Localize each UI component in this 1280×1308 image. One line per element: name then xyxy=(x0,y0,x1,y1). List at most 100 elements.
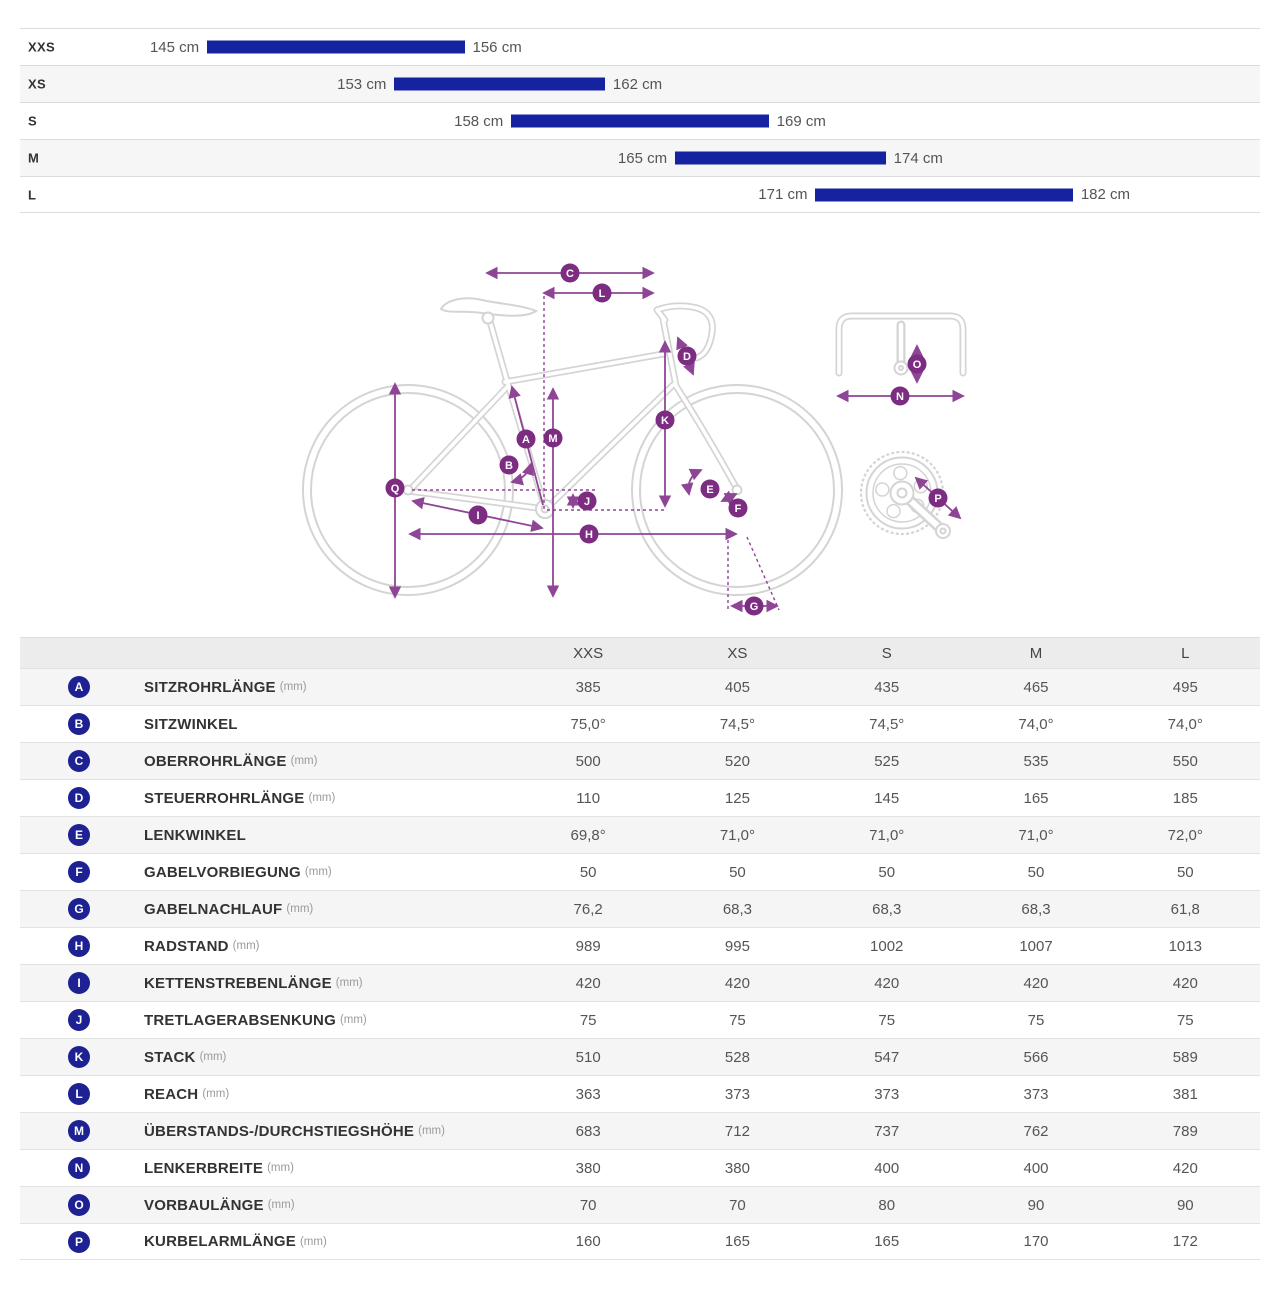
measure-letter-badge: G xyxy=(68,898,90,920)
max-height-label: 162 cm xyxy=(612,75,663,93)
diagram-badge-n: N xyxy=(890,386,910,406)
geometry-value: 373 xyxy=(1023,1085,1049,1103)
measure-name: GABELNACHLAUF xyxy=(144,900,283,918)
diagram-badge-b: B xyxy=(499,455,519,475)
geometry-value: 185 xyxy=(1172,789,1198,807)
size-column-header: M xyxy=(1029,644,1043,662)
frame-size-label: M xyxy=(28,150,40,166)
measure-letter-badge: I xyxy=(68,972,90,994)
dimension-lines xyxy=(388,266,965,613)
bottom-bracket xyxy=(535,499,555,519)
diagram-badges: C L D A B M J K E F I H Q G O N P xyxy=(385,263,948,616)
geometry-value: 50 xyxy=(1027,863,1045,881)
svg-text:F: F xyxy=(735,503,742,515)
geometry-value: 380 xyxy=(724,1159,750,1177)
svg-text:C: C xyxy=(566,268,574,280)
size-chart-row: S 158 cm 169 cm xyxy=(20,102,1260,139)
measure-label-cell: L REACH (mm) xyxy=(20,1076,514,1112)
diagram-badge-l: L xyxy=(592,283,612,303)
geometry-value: 69,8° xyxy=(570,826,606,844)
geometry-value: 74,5° xyxy=(719,715,756,733)
measure-name: REACH xyxy=(144,1085,199,1103)
measure-unit: (mm) xyxy=(304,866,332,878)
geometry-table-row: J TRETLAGERABSENKUNG (mm) 75 75 75 75 75 xyxy=(20,1001,1260,1038)
measure-name: RADSTAND xyxy=(144,937,229,955)
front-wheel xyxy=(631,384,843,596)
diagram-badge-i: I xyxy=(468,505,488,525)
svg-text:M: M xyxy=(548,433,557,445)
geometry-value: 712 xyxy=(724,1122,750,1140)
geometry-value: 90 xyxy=(1027,1196,1045,1214)
diagram-badge-c: C xyxy=(560,263,580,283)
diagram-badge-f: F xyxy=(728,498,748,518)
geometry-table-row: P KURBELARMLÄNGE (mm) 160 165 165 170 172 xyxy=(20,1223,1260,1260)
geometry-value: 90 xyxy=(1176,1196,1194,1214)
measure-letter-badge: M xyxy=(68,1120,90,1142)
measure-unit: (mm) xyxy=(286,903,314,915)
geometry-value: 465 xyxy=(1023,678,1049,696)
measure-name: STEUERROHRLÄNGE xyxy=(144,789,305,807)
geometry-value: 500 xyxy=(575,752,601,770)
height-range-bar-group: 165 cm 174 cm xyxy=(618,150,943,167)
measure-label-cell: H RADSTAND (mm) xyxy=(20,928,514,964)
geometry-table-row: O VORBAULÄNGE (mm) 70 70 80 90 90 xyxy=(20,1186,1260,1223)
measure-unit: (mm) xyxy=(279,681,307,693)
measure-label-cell: N LENKERBREITE (mm) xyxy=(20,1150,514,1186)
measure-unit: (mm) xyxy=(199,1051,227,1063)
measure-label-cell: C OBERROHRLÄNGE (mm) xyxy=(20,743,514,779)
geometry-table-row: M ÜBERSTANDS-/DURCHSTIEGSHÖHE (mm) 683 71… xyxy=(20,1112,1260,1149)
measure-label-cell: D STEUERROHRLÄNGE (mm) xyxy=(20,780,514,816)
size-chart-row: M 165 cm 174 cm xyxy=(20,139,1260,176)
svg-text:H: H xyxy=(585,529,593,541)
svg-text:N: N xyxy=(896,391,904,403)
geometry-value: 405 xyxy=(724,678,750,696)
measure-unit: (mm) xyxy=(339,1014,367,1026)
geometry-table-row: G GABELNACHLAUF (mm) 76,2 68,3 68,3 68,3 61,… xyxy=(20,890,1260,927)
size-chart-row: L 171 cm 182 cm xyxy=(20,176,1260,213)
geometry-value: 72,0° xyxy=(1167,826,1203,844)
measure-label-cell: G GABELNACHLAUF (mm) xyxy=(20,891,514,927)
min-height-label: 171 cm xyxy=(758,186,808,203)
frame-size-label: XS xyxy=(28,76,46,92)
geometry-value: 737 xyxy=(874,1122,900,1140)
geometry-value: 165 xyxy=(1023,789,1049,807)
geometry-value: 400 xyxy=(874,1159,900,1177)
construction-line-steering-axis xyxy=(746,536,780,611)
geometry-value: 165 xyxy=(724,1233,750,1250)
measure-letter-badge: N xyxy=(68,1157,90,1179)
rear-dropout xyxy=(402,484,414,496)
measure-label-cell: P KURBELARMLÄNGE (mm) xyxy=(20,1224,514,1259)
measure-unit: (mm) xyxy=(202,1088,230,1100)
height-range-bar-group: 153 cm 162 cm xyxy=(337,76,662,93)
geometry-value: 71,0° xyxy=(1018,826,1054,844)
geometry-value: 68,3 xyxy=(872,900,902,918)
geometry-table-header: XXS XS S M L xyxy=(20,637,1260,668)
size-column-header: S xyxy=(881,644,892,662)
geometry-table-row: N LENKERBREITE (mm) 380 380 400 400 420 xyxy=(20,1149,1260,1186)
min-height-label: 153 cm xyxy=(337,75,387,93)
geometry-diagram: C L D A B M J K E F I H Q G O N P xyxy=(0,248,1280,637)
geometry-value: 1013 xyxy=(1168,937,1202,955)
measure-letter-badge: P xyxy=(68,1230,90,1253)
max-height-label: 174 cm xyxy=(893,149,943,167)
geometry-value: 547 xyxy=(874,1048,900,1066)
diagram-badge-a: A xyxy=(516,429,536,449)
geometry-value: 50 xyxy=(878,863,896,881)
measure-name: KURBELARMLÄNGE xyxy=(144,1233,296,1250)
saddle-clamp xyxy=(481,311,495,325)
geometry-table-row: A SITZROHRLÄNGE (mm) 385 405 435 465 495 xyxy=(20,668,1260,705)
geometry-value: 385 xyxy=(575,678,601,696)
geometry-table-row: C OBERROHRLÄNGE (mm) 500 520 525 535 550 xyxy=(20,742,1260,779)
geometry-value: 380 xyxy=(575,1159,601,1177)
geometry-value: 76,2 xyxy=(573,900,603,918)
geometry-table-row: E LENKWINKEL 69,8° 71,0° 71,0° 71,0° 72,0° xyxy=(20,816,1260,853)
measure-name: OBERROHRLÄNGE xyxy=(144,752,287,770)
measure-name: KETTENSTREBENLÄNGE xyxy=(144,974,332,992)
geometry-table-row: L REACH (mm) 363 373 373 373 381 xyxy=(20,1075,1260,1112)
svg-text:O: O xyxy=(913,359,922,371)
height-range-bar-group: 171 cm 182 cm xyxy=(758,186,1130,203)
measure-name: VORBAULÄNGE xyxy=(144,1196,264,1214)
geometry-value: 74,5° xyxy=(869,715,905,733)
geometry-table: XXS XS S M L A SITZROHRLÄNGE (mm) 385 405 435 4… xyxy=(20,637,1260,1260)
diagram-badge-q: Q xyxy=(385,478,405,498)
